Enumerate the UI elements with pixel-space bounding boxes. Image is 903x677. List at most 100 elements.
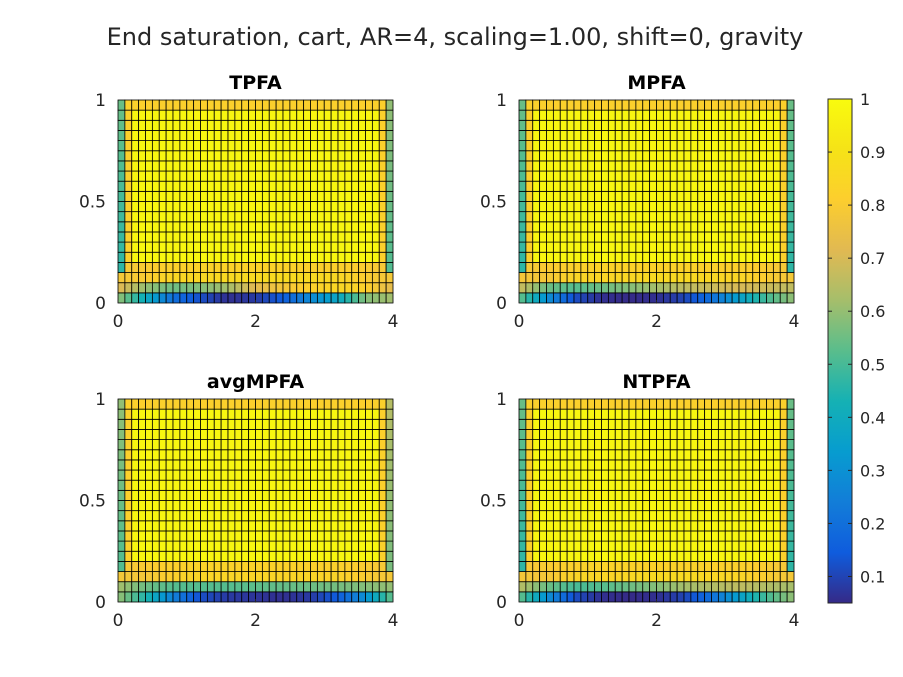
heatmap-cell — [323, 571, 332, 583]
heatmap-cell — [621, 231, 630, 243]
heatmap-cell — [323, 591, 332, 603]
heatmap-cell — [690, 99, 699, 111]
heatmap-cell — [772, 292, 781, 304]
heatmap-cell — [649, 571, 657, 583]
heatmap-cell — [539, 581, 547, 593]
heatmap-cell — [124, 99, 133, 111]
heatmap-cell — [255, 489, 263, 501]
heatmap-cell — [772, 150, 781, 162]
heatmap-cell — [145, 292, 153, 304]
heatmap-cell — [296, 489, 305, 501]
heatmap-cell — [690, 500, 699, 512]
heatmap-cell — [234, 489, 243, 501]
heatmap-cell — [580, 459, 589, 471]
heatmap-cell — [704, 530, 712, 542]
heatmap-cell — [683, 241, 692, 253]
heatmap-cell — [772, 408, 781, 420]
heatmap-cell — [614, 119, 623, 131]
heatmap-cell — [310, 201, 318, 213]
heatmap-cell — [145, 540, 153, 552]
heatmap-cell — [172, 500, 181, 512]
heatmap-cell — [200, 150, 208, 162]
heatmap-cell — [614, 510, 623, 522]
heatmap-cell — [656, 540, 664, 552]
heatmap-cell — [179, 439, 188, 451]
heatmap-cell — [745, 418, 754, 430]
heatmap-cell — [193, 251, 201, 263]
heatmap-cell — [241, 282, 250, 294]
heatmap-cell — [158, 99, 167, 111]
heatmap-cell — [145, 449, 153, 461]
heatmap-cell — [248, 201, 256, 213]
heatmap-cell — [669, 251, 678, 263]
heatmap-cell — [310, 170, 318, 182]
heatmap-cell — [580, 160, 589, 172]
heatmap-cell — [179, 261, 188, 273]
heatmap-cell — [717, 469, 726, 481]
heatmap-cell — [310, 160, 318, 172]
heatmap-cell — [310, 520, 318, 532]
heatmap-cell — [213, 561, 222, 572]
heatmap-cell — [662, 530, 671, 542]
heatmap-cell — [662, 292, 671, 304]
heatmap-cell — [330, 201, 339, 213]
heatmap-cell — [206, 510, 215, 522]
heatmap-cell — [330, 170, 339, 182]
heatmap-cell — [330, 130, 339, 141]
heatmap-cell — [179, 99, 188, 111]
heatmap-cell — [131, 231, 140, 243]
heatmap-cell — [766, 439, 774, 451]
heatmap-cell — [151, 170, 160, 182]
heatmap-cell — [697, 221, 706, 233]
heatmap-cell — [552, 469, 561, 481]
heatmap-cell — [779, 408, 788, 420]
heatmap-cell — [649, 591, 657, 603]
heatmap-cell — [337, 160, 346, 172]
heatmap-cell — [241, 241, 250, 253]
heatmap-cell — [766, 408, 774, 420]
heatmap-cell — [628, 418, 637, 430]
heatmap-cell — [580, 109, 589, 121]
heatmap-cell — [186, 201, 195, 213]
heatmap-cell — [669, 282, 678, 294]
heatmap-cell — [628, 520, 637, 532]
heatmap-cell — [711, 211, 719, 223]
heatmap-cell — [752, 418, 761, 430]
heatmap-cell — [303, 561, 311, 572]
heatmap-cell — [621, 170, 630, 182]
heatmap-cell — [779, 109, 788, 121]
heatmap-cell — [371, 201, 380, 213]
heatmap-cell — [165, 408, 174, 420]
heatmap-cell — [662, 221, 671, 233]
heatmap-cell — [731, 510, 740, 522]
heatmap-cell — [573, 550, 582, 562]
heatmap-cell — [683, 140, 692, 152]
heatmap-cell — [385, 439, 394, 451]
heatmap-cell — [220, 119, 229, 131]
heatmap-cell — [697, 571, 706, 583]
heatmap-cell — [752, 500, 761, 512]
heatmap-cell — [172, 449, 181, 461]
heatmap-cell — [158, 160, 167, 172]
heatmap-cell — [607, 479, 616, 491]
heatmap-cell — [532, 150, 541, 162]
heatmap-cell — [704, 261, 712, 273]
heatmap-cell — [131, 459, 140, 471]
heatmap-cell — [635, 520, 644, 532]
heatmap-cell — [227, 530, 236, 542]
heatmap-cell — [193, 408, 201, 420]
heatmap-cell — [344, 99, 353, 111]
heatmap-cell — [193, 540, 201, 552]
heatmap-cell — [351, 190, 360, 202]
heatmap-cell — [371, 211, 380, 223]
heatmap-cell — [303, 190, 311, 202]
heatmap-cell — [683, 500, 692, 512]
heatmap-cell — [559, 408, 568, 420]
heatmap-cell — [662, 150, 671, 162]
heatmap-cell — [525, 591, 534, 603]
heatmap-cell — [635, 180, 644, 192]
heatmap-cell — [607, 109, 616, 121]
heatmap-cell — [344, 530, 353, 542]
heatmap-cell — [234, 221, 243, 233]
heatmap-cell — [752, 459, 761, 471]
